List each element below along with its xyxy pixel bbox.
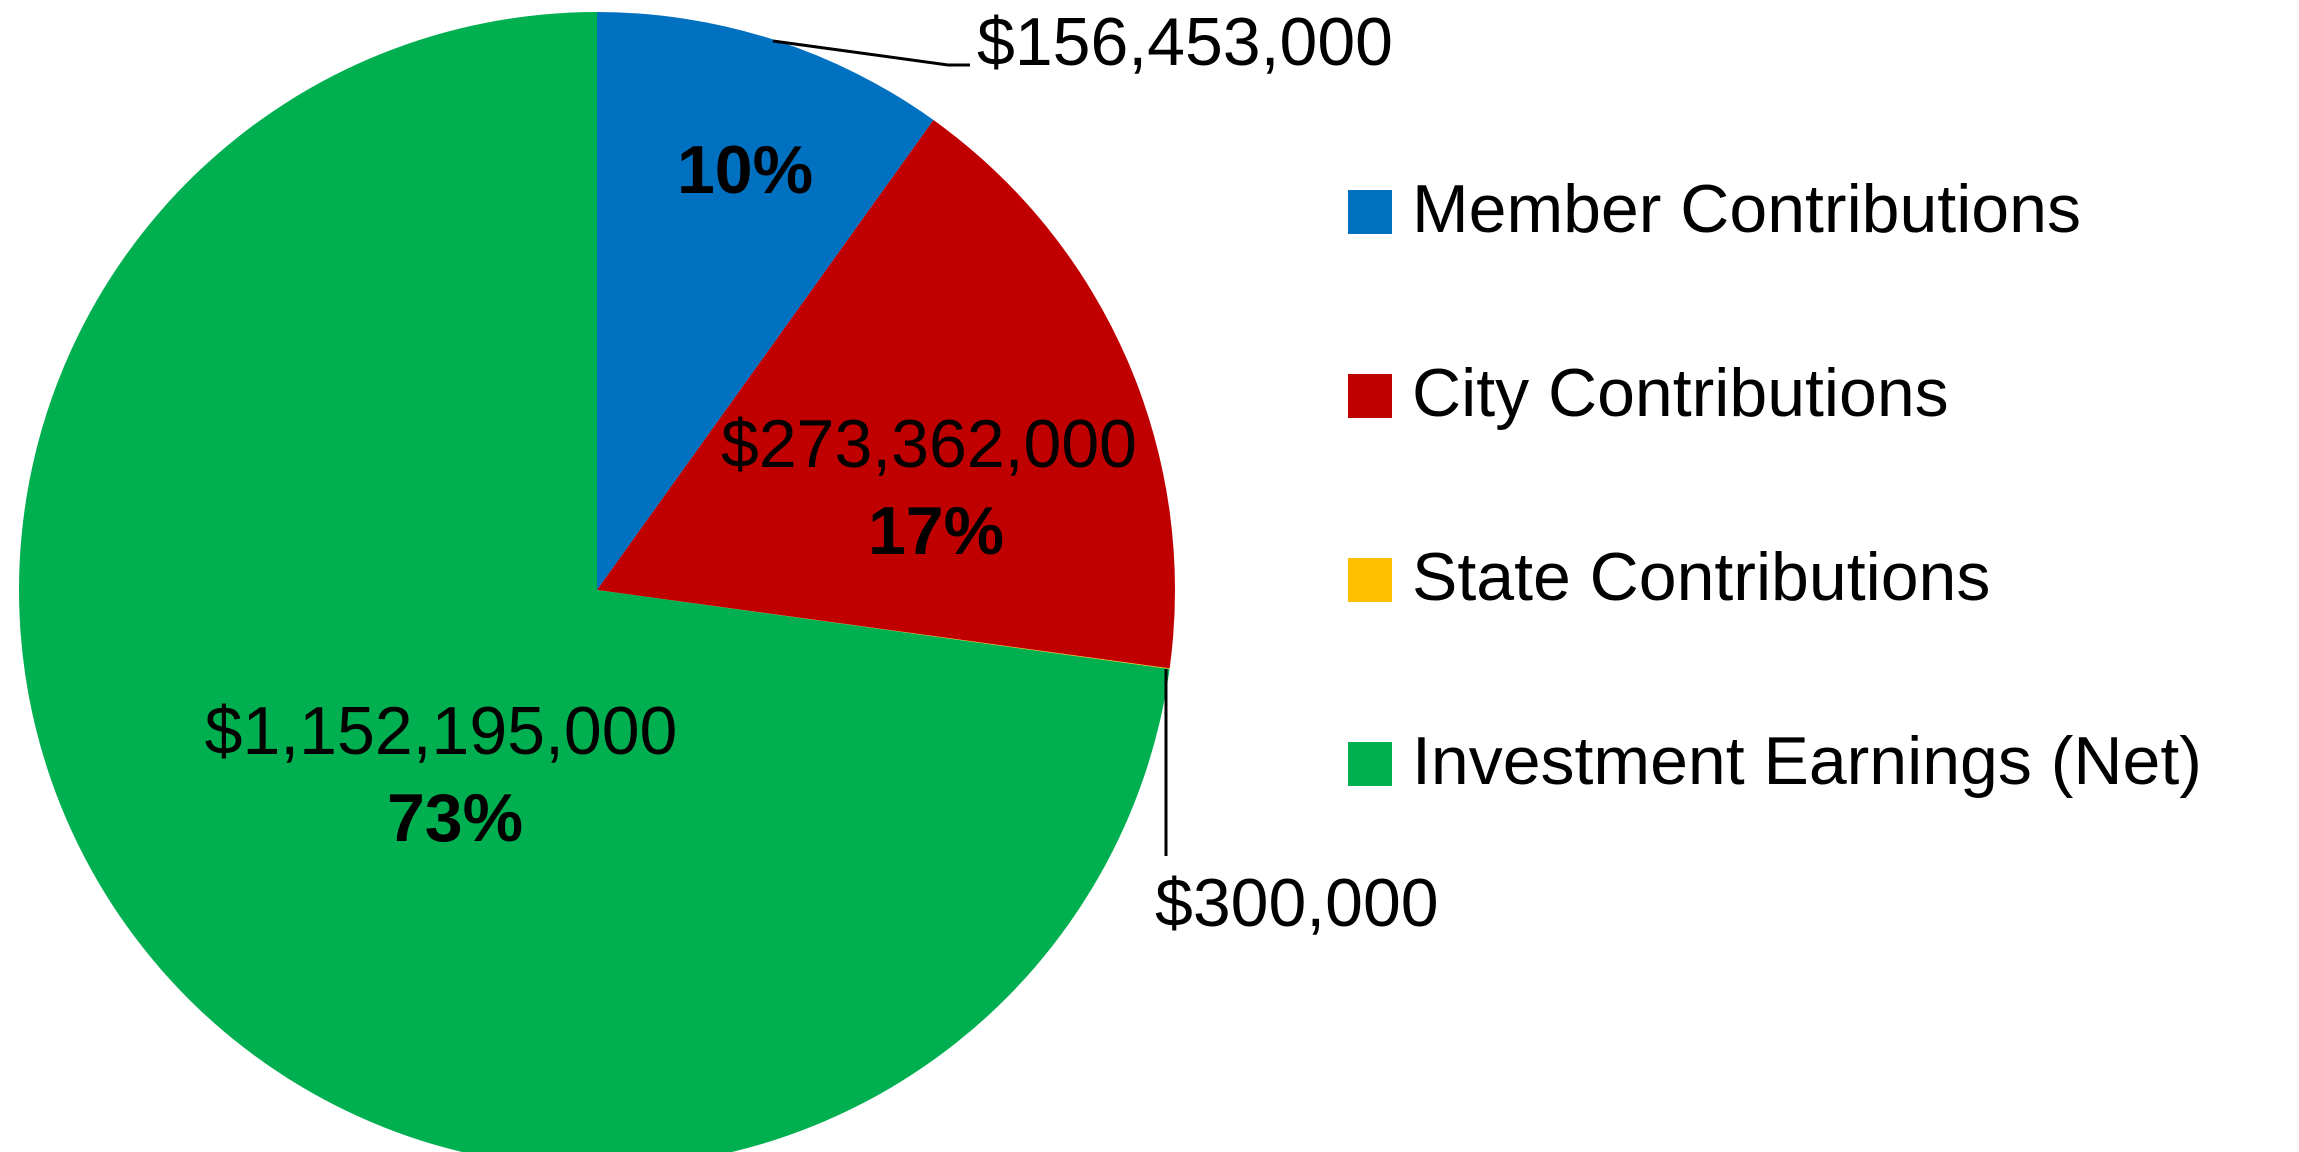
legend-swatch: [1348, 742, 1392, 786]
legend-label: Member Contributions: [1412, 171, 2081, 247]
data-labels: $156,453,000 $273,362,000 $300,000 $1,152,1…: [205, 4, 1439, 941]
legend-label: City Contributions: [1412, 355, 1949, 431]
pie-slice: [597, 590, 1170, 670]
pie: [19, 12, 1175, 1152]
legend-label: Investment Earnings (Net): [1412, 723, 2202, 799]
legend-swatch: [1348, 558, 1392, 602]
value-label: $1,152,195,000: [205, 693, 678, 769]
legend-swatch: [1348, 374, 1392, 418]
pie-slice: [19, 12, 1170, 1152]
value-label: $273,362,000: [721, 406, 1137, 482]
value-label: $300,000: [1155, 865, 1439, 941]
leader-line: [772, 39, 970, 67]
percent-label: 73%: [387, 780, 523, 856]
legend-label: State Contributions: [1412, 539, 1990, 615]
percent-label: 10%: [677, 132, 813, 208]
percent-label: 17%: [868, 493, 1004, 569]
pie-slice: [597, 12, 934, 590]
legend-swatch: [1348, 190, 1392, 234]
value-label: $156,453,000: [977, 4, 1393, 80]
legend: Member Contributions City Contributions St…: [1348, 171, 2202, 799]
pie-slice: [597, 120, 1175, 669]
